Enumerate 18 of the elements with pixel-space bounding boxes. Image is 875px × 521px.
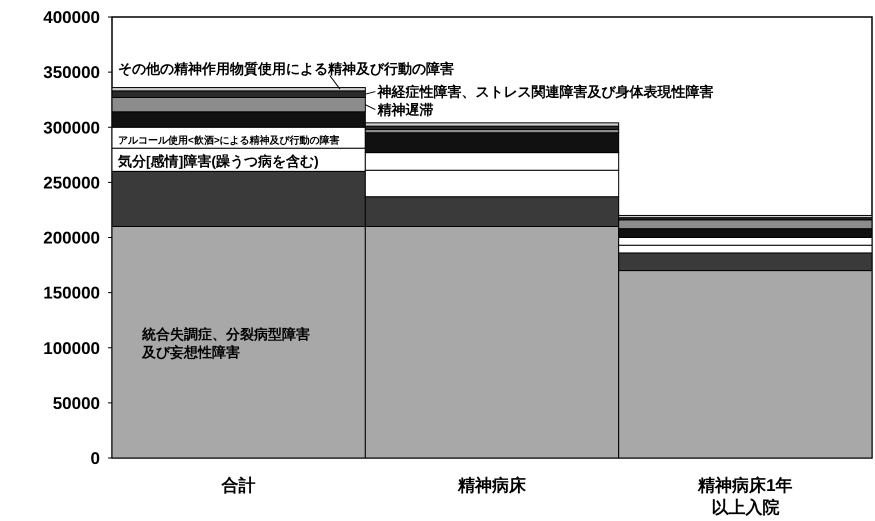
x-tick-label: 精神病床1年以上入院 [697,476,793,517]
series-label: アルコール使用<飲酒>による精神及び行動の障害 [118,134,340,147]
y-tick-label: 150000 [43,284,100,303]
y-tick-label: 50000 [52,394,100,413]
y-tick-label: 400000 [43,8,100,27]
y-tick-label: 100000 [43,338,100,358]
series-label: 統合失調症、分裂病型障害及び妄想性障害 [141,326,310,360]
x-tick-label: 精神病床 [457,476,527,495]
series-label: 気分[感情]障害(躁うつ病を含む) [117,152,319,170]
y-tick-label: 200000 [43,228,100,248]
legend-label: 神経症性障害、ストレス関連障害及び身体表現性障害 [376,84,714,100]
series-label: その他の精神作用物質使用による精神及び行動の障害 [118,60,454,77]
legend-label: 精神遅滞 [376,102,434,118]
x-tick-label: 合計 [220,476,256,495]
y-tick-label: 300000 [43,118,100,138]
y-tick-label: 0 [90,449,100,468]
y-tick-label: 250000 [43,173,100,192]
y-tick-label: 350000 [43,63,100,82]
